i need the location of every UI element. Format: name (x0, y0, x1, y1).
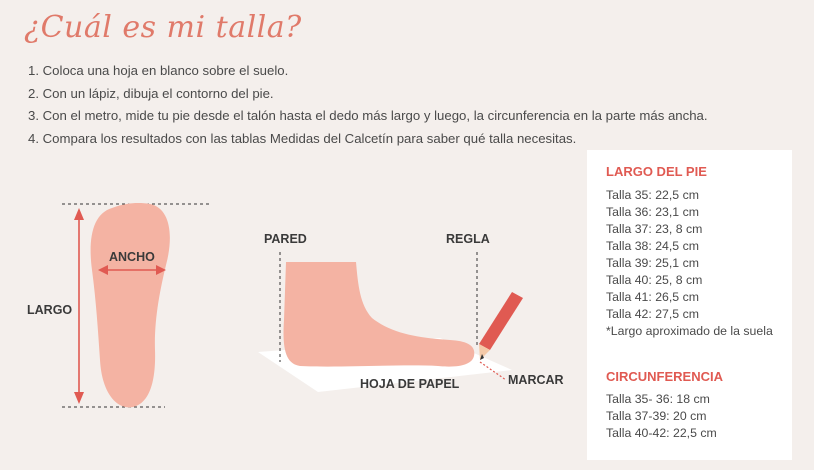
largo-label: LARGO (27, 303, 73, 317)
step-2: 2. Con un lápiz, dibuja el contorno del … (28, 85, 274, 101)
circ-row: Talla 35- 36: 18 cm (606, 392, 710, 406)
page-title: ¿Cuál es mi talla? (24, 10, 302, 45)
circunferencia-heading: CIRCUNFERENCIA (606, 369, 723, 384)
marcar-label: MARCAR (508, 373, 564, 387)
largo-row: Talla 36: 23,1 cm (606, 205, 699, 219)
instructions-list: 1. Coloca una hoja en blanco sobre el su… (28, 60, 708, 150)
foot-side-illustration (258, 252, 523, 392)
step-3: 3. Con el metro, mide tu pie desde el ta… (28, 108, 708, 123)
largo-del-pie-heading: LARGO DEL PIE (606, 164, 707, 179)
largo-row: Talla 39: 25,1 cm (606, 256, 699, 270)
pared-label: PARED (264, 232, 307, 246)
step-4: 4. Compara los resultados con las tablas… (28, 130, 577, 146)
step-1: 1. Coloca una hoja en blanco sobre el su… (28, 63, 289, 78)
foot-sole-illustration (62, 203, 210, 408)
largo-row: Talla 37: 23, 8 cm (606, 222, 703, 236)
largo-row: Talla 40: 25, 8 cm (606, 273, 703, 287)
largo-row: Talla 41: 26,5 cm (606, 290, 699, 304)
largo-row: Talla 38: 24,5 cm (606, 239, 699, 253)
regla-label: REGLA (446, 232, 490, 246)
pencil-icon (479, 292, 523, 360)
size-table-panel: LARGO DEL PIE Talla 35: 22,5 cm Talla 36… (587, 150, 792, 460)
circ-row: Talla 37-39: 20 cm (606, 409, 707, 423)
largo-row: Talla 42: 27,5 cm (606, 307, 699, 321)
hoja-de-papel-label: HOJA DE PAPEL (360, 377, 460, 391)
largo-row: Talla 35: 22,5 cm (606, 188, 699, 202)
largo-footnote: *Largo aproximado de la suela (606, 324, 773, 338)
ancho-label: ANCHO (109, 250, 155, 264)
circ-row: Talla 40-42: 22,5 cm (606, 426, 717, 440)
